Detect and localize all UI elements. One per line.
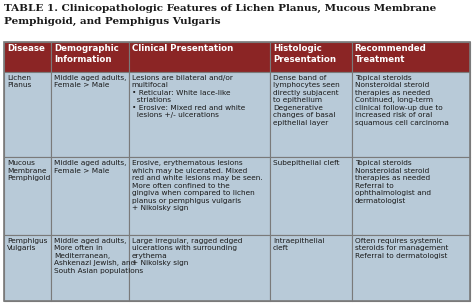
Bar [4,235,51,301]
Bar [51,72,129,157]
Bar [270,157,352,235]
Bar [270,235,352,301]
Text: Intraepithelial
cleft: Intraepithelial cleft [273,238,324,251]
Text: Histologic
Presentation: Histologic Presentation [273,44,336,64]
Text: Lichen
Planus: Lichen Planus [7,74,31,88]
Text: Erosive, erythematous lesions
which may be ulcerated. Mixed
red and white lesion: Erosive, erythematous lesions which may … [132,160,263,211]
Text: Middle aged adults,
More often in
Mediterranean,
Ashkenazi Jewish, and
South Asi: Middle aged adults, More often in Medite… [55,238,144,274]
Text: Recommended
Treatment: Recommended Treatment [355,44,427,64]
Bar [352,42,470,72]
Bar [352,235,470,301]
Text: Topical steroids
Nonsteroidal steroid
therapies as needed
Continued, long-term
c: Topical steroids Nonsteroidal steroid th… [355,74,448,126]
Text: Often requires systemic
steroids for management
Referral to dermatologist: Often requires systemic steroids for man… [355,238,448,259]
Bar [4,157,51,235]
Bar [129,235,270,301]
Text: Demographic
Information: Demographic Information [55,44,119,64]
Text: Middle aged adults,
Female > Male: Middle aged adults, Female > Male [55,160,127,174]
Bar [352,157,470,235]
Text: Dense band of
lymphocytes seen
directly subjacent
to epithelium
Degenerative
cha: Dense band of lymphocytes seen directly … [273,74,339,126]
Bar [4,72,51,157]
Text: Clinical Presentation: Clinical Presentation [132,44,233,53]
Bar [51,157,129,235]
Text: Pemphigoid, and Pemphigus Vulgaris: Pemphigoid, and Pemphigus Vulgaris [4,17,220,26]
Bar [270,72,352,157]
Text: Large irregular, ragged edged
ulcerations with surrounding
erythema
+ Nikolsky s: Large irregular, ragged edged ulceration… [132,238,242,266]
Bar [270,42,352,72]
Bar [4,42,470,301]
Bar [129,157,270,235]
Text: TABLE 1. Clinicopathologic Features of Lichen Planus, Mucous Membrane: TABLE 1. Clinicopathologic Features of L… [4,4,436,13]
Text: Middle aged adults,
Female > Male: Middle aged adults, Female > Male [55,74,127,88]
Text: Mucous
Membrane
Pemphigoid: Mucous Membrane Pemphigoid [7,160,50,181]
Bar [51,42,129,72]
Text: Subepithelial cleft: Subepithelial cleft [273,160,339,166]
Bar [129,72,270,157]
Text: Topical steroids
Nonsteroidal steroid
therapies as needed
Referral to
ophthalmol: Topical steroids Nonsteroidal steroid th… [355,160,431,204]
Bar [352,72,470,157]
Text: Pemphigus
Vulgaris: Pemphigus Vulgaris [7,238,47,251]
Bar [4,42,51,72]
Text: Lesions are bilateral and/or
multifocal
• Reticular: White lace-like
  striation: Lesions are bilateral and/or multifocal … [132,74,245,118]
Bar [51,235,129,301]
Bar [129,42,270,72]
Text: Disease: Disease [7,44,45,53]
